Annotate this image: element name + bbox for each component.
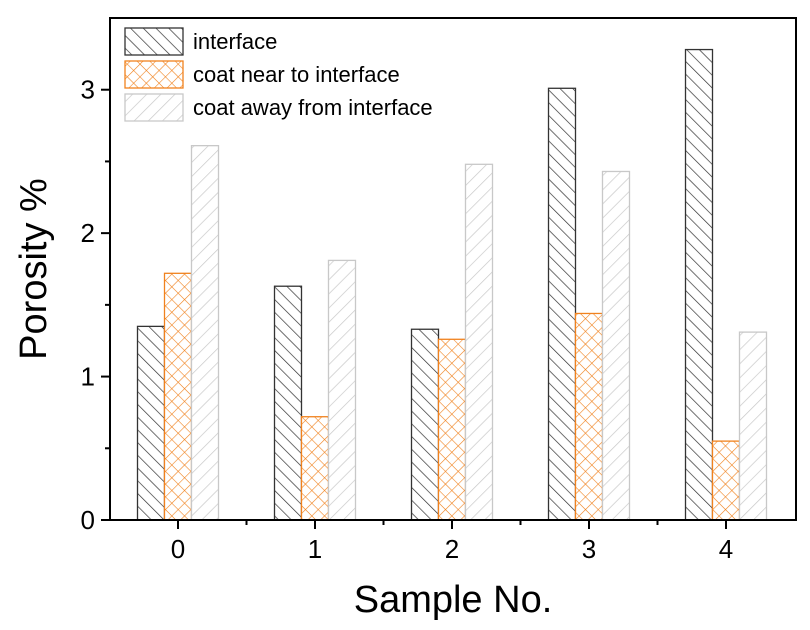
bar-coat-away-from-interface-sample-0 [190, 145, 220, 521]
bar-interface-sample-1 [273, 285, 303, 521]
legend: interface coat near to interface coat away… [124, 27, 433, 122]
bar-coat-away-from-interface-sample-1 [327, 259, 357, 521]
bar-coat-near-to-interface-sample-4 [711, 440, 741, 521]
bar-coat-near-to-interface-sample-1 [300, 416, 330, 521]
bar-interface-sample-0 [136, 325, 166, 521]
bar-coat-away-from-interface-sample-4 [738, 331, 768, 521]
legend-swatch-interface [124, 27, 184, 56]
y-tick-label: 1 [81, 362, 95, 392]
bar-coat-away-from-interface-sample-3 [601, 170, 631, 521]
y-axis-ticks: 0 1 2 3 [81, 75, 110, 535]
x-axis-ticks: 0 1 2 3 4 [171, 520, 733, 564]
bar-interface-sample-4 [684, 48, 714, 521]
legend-swatch-coat-away-from-interface [124, 93, 184, 122]
x-tick-label: 1 [308, 534, 322, 564]
bar-coat-near-to-interface-sample-0 [163, 272, 193, 521]
x-axis-title: Sample No. [354, 579, 553, 621]
y-tick-label: 0 [81, 505, 95, 535]
y-tick-label: 3 [81, 75, 95, 105]
bar-coat-near-to-interface-sample-2 [437, 338, 467, 521]
bars-group [136, 48, 768, 521]
bar-interface-sample-3 [547, 87, 577, 521]
legend-label-coat-away-from-interface: coat away from interface [193, 95, 433, 120]
x-tick-label: 3 [582, 534, 596, 564]
x-tick-label: 0 [171, 534, 185, 564]
legend-label-coat-near-to-interface: coat near to interface [193, 62, 400, 87]
x-tick-label: 4 [719, 534, 733, 564]
bar-coat-away-from-interface-sample-2 [464, 163, 494, 521]
legend-label-interface: interface [193, 29, 277, 54]
y-axis-title: Porosity % [13, 178, 55, 360]
x-tick-label: 2 [445, 534, 459, 564]
bar-interface-sample-2 [410, 328, 440, 521]
bar-coat-near-to-interface-sample-3 [574, 312, 604, 521]
legend-swatch-coat-near-to-interface [124, 60, 184, 89]
y-tick-label: 2 [81, 218, 95, 248]
